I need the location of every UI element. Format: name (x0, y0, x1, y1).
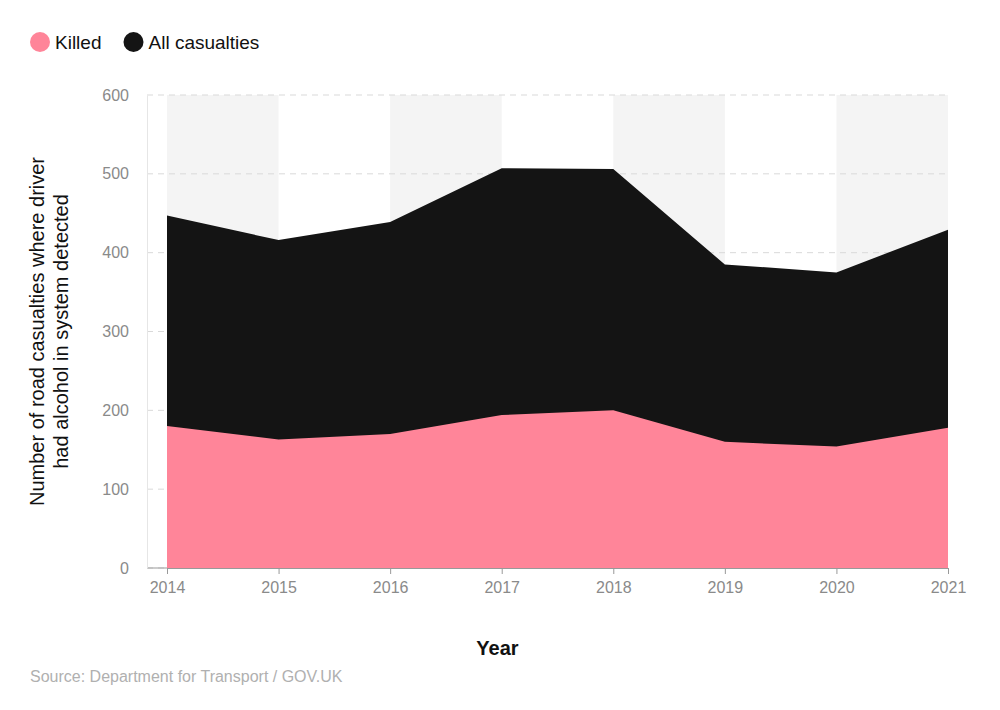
x-tick-label: 2021 (931, 579, 967, 596)
source: Source: Department for Transport / GOV.U… (30, 668, 343, 685)
area (167, 410, 948, 568)
area (167, 168, 948, 568)
x-tick-mark (279, 568, 280, 574)
x-tick-label: 2015 (261, 579, 297, 596)
y-tick: 0 (120, 560, 147, 577)
y-tick: 600 (102, 87, 147, 104)
background-bands (167, 95, 948, 568)
y-tick: 400 (102, 244, 147, 261)
baseline (147, 568, 167, 569)
x-tick-label: 2016 (373, 579, 409, 596)
y-tick-label: 200 (102, 402, 129, 419)
x-tick: 2019 (708, 568, 744, 596)
y-axis-title-line: had alcohol in system detected (50, 194, 72, 469)
grid-line (147, 95, 948, 96)
x-tick-label: 2017 (484, 579, 520, 596)
y-tick-label: 0 (120, 560, 129, 577)
x-tick-label: 2014 (150, 579, 186, 596)
y-axis: 0 100 200 300 400 500 600 (102, 87, 147, 577)
y-axis-title: Number of road casualties where driverha… (26, 157, 72, 506)
y-tick-label: 300 (102, 323, 129, 340)
y-axis-title-line: Number of road casualties where driver (26, 157, 48, 506)
legend-swatch (123, 32, 143, 52)
x-tick-mark (836, 568, 837, 574)
legend-label: Killed (55, 32, 101, 53)
x-axis-line (168, 568, 949, 569)
y-tick-label: 500 (102, 165, 129, 182)
y-tick: 200 (102, 402, 147, 419)
x-axis-title: Year (476, 637, 518, 659)
y-tick-label: 600 (102, 87, 129, 104)
legend: Killed All casualties (30, 32, 259, 53)
y-tick-label: 400 (102, 244, 129, 261)
plot-area (167, 168, 948, 568)
x-tick: 2020 (819, 568, 855, 596)
x-tick: 2014 (150, 568, 186, 596)
x-tick: 2017 (484, 568, 520, 596)
x-tick-mark (502, 568, 503, 574)
x-tick-mark (613, 568, 614, 574)
x-tick-mark (948, 568, 949, 574)
x-tick-label: 2019 (708, 579, 744, 596)
x-axis: 2014 2015 2016 2017 2018 2019 2020 2021 (150, 568, 967, 596)
legend-label: All casualties (148, 32, 259, 53)
x-tick-mark (167, 568, 168, 574)
y-axis-line (147, 96, 148, 569)
y-tick: 500 (102, 165, 147, 182)
legend-swatch (30, 32, 50, 52)
x-tick: 2016 (373, 568, 409, 596)
y-tick: 300 (102, 323, 147, 340)
grid (147, 95, 948, 568)
x-tick-label: 2020 (819, 579, 855, 596)
y-tick-label: 100 (102, 481, 129, 498)
x-tick-mark (725, 568, 726, 574)
x-tick: 2018 (596, 568, 632, 596)
x-tick: 2021 (931, 568, 967, 596)
chart: 2014 2015 2016 2017 2018 2019 2020 2021 0 100 200 3… (0, 0, 1000, 710)
x-tick: 2015 (261, 568, 297, 596)
y-tick: 100 (102, 481, 147, 498)
x-tick-label: 2018 (596, 579, 632, 596)
x-tick-mark (390, 568, 391, 574)
